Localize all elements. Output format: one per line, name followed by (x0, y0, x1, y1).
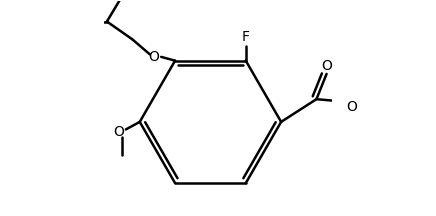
Text: F: F (242, 30, 250, 44)
Text: O: O (346, 100, 357, 114)
Text: O: O (148, 50, 159, 64)
Text: O: O (113, 125, 124, 139)
Text: O: O (321, 59, 332, 73)
